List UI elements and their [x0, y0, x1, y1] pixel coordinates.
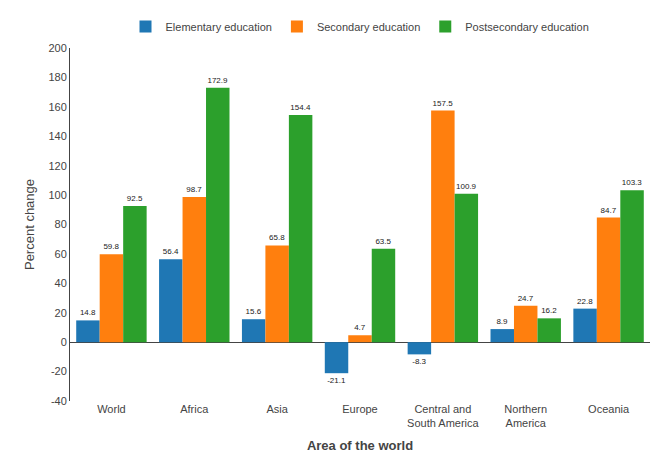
svg-text:-21.1: -21.1	[327, 376, 346, 385]
svg-text:22.8: 22.8	[577, 297, 593, 306]
svg-text:Africa: Africa	[180, 403, 209, 415]
svg-text:NorthernAmerica: NorthernAmerica	[504, 403, 547, 429]
svg-text:200: 200	[48, 42, 66, 54]
svg-text:14.8: 14.8	[80, 308, 96, 317]
svg-text:59.8: 59.8	[103, 242, 119, 251]
svg-text:60: 60	[55, 248, 67, 260]
svg-text:Percent change: Percent change	[22, 179, 37, 270]
svg-text:4.7: 4.7	[354, 323, 366, 332]
svg-text:Europe: Europe	[342, 403, 377, 415]
svg-text:40: 40	[55, 277, 67, 289]
svg-text:100.9: 100.9	[456, 182, 477, 191]
svg-text:98.7: 98.7	[186, 185, 202, 194]
svg-text:0: 0	[61, 336, 67, 348]
svg-text:157.5: 157.5	[433, 99, 454, 108]
svg-text:65.8: 65.8	[269, 233, 285, 242]
svg-text:180: 180	[48, 71, 66, 83]
svg-text:140: 140	[48, 130, 66, 142]
svg-text:Secondary education: Secondary education	[317, 21, 420, 33]
svg-text:120: 120	[48, 160, 66, 172]
svg-text:24.7: 24.7	[518, 294, 534, 303]
svg-text:103.3: 103.3	[622, 178, 643, 187]
svg-text:84.7: 84.7	[601, 206, 617, 215]
svg-text:Central andSouth America: Central andSouth America	[407, 403, 479, 429]
svg-text:92.5: 92.5	[127, 194, 143, 203]
svg-text:Area of the world: Area of the world	[307, 438, 413, 453]
svg-text:-20: -20	[51, 365, 67, 377]
svg-text:8.9: 8.9	[496, 317, 508, 326]
svg-text:100: 100	[48, 189, 66, 201]
svg-text:Asia: Asia	[266, 403, 288, 415]
svg-text:-40: -40	[51, 395, 67, 407]
svg-text:20: 20	[55, 307, 67, 319]
svg-text:15.6: 15.6	[246, 307, 262, 316]
svg-text:80: 80	[55, 218, 67, 230]
svg-text:-8.3: -8.3	[412, 357, 426, 366]
svg-text:154.4: 154.4	[290, 103, 311, 112]
svg-text:Oceania: Oceania	[588, 403, 630, 415]
svg-text:Elementary education: Elementary education	[166, 21, 272, 33]
svg-text:World: World	[97, 403, 126, 415]
svg-text:160: 160	[48, 101, 66, 113]
svg-text:172.9: 172.9	[207, 76, 228, 85]
svg-text:Postsecondary education: Postsecondary education	[465, 21, 589, 33]
svg-text:63.5: 63.5	[375, 237, 391, 246]
svg-text:16.2: 16.2	[541, 306, 557, 315]
svg-text:56.4: 56.4	[163, 247, 179, 256]
